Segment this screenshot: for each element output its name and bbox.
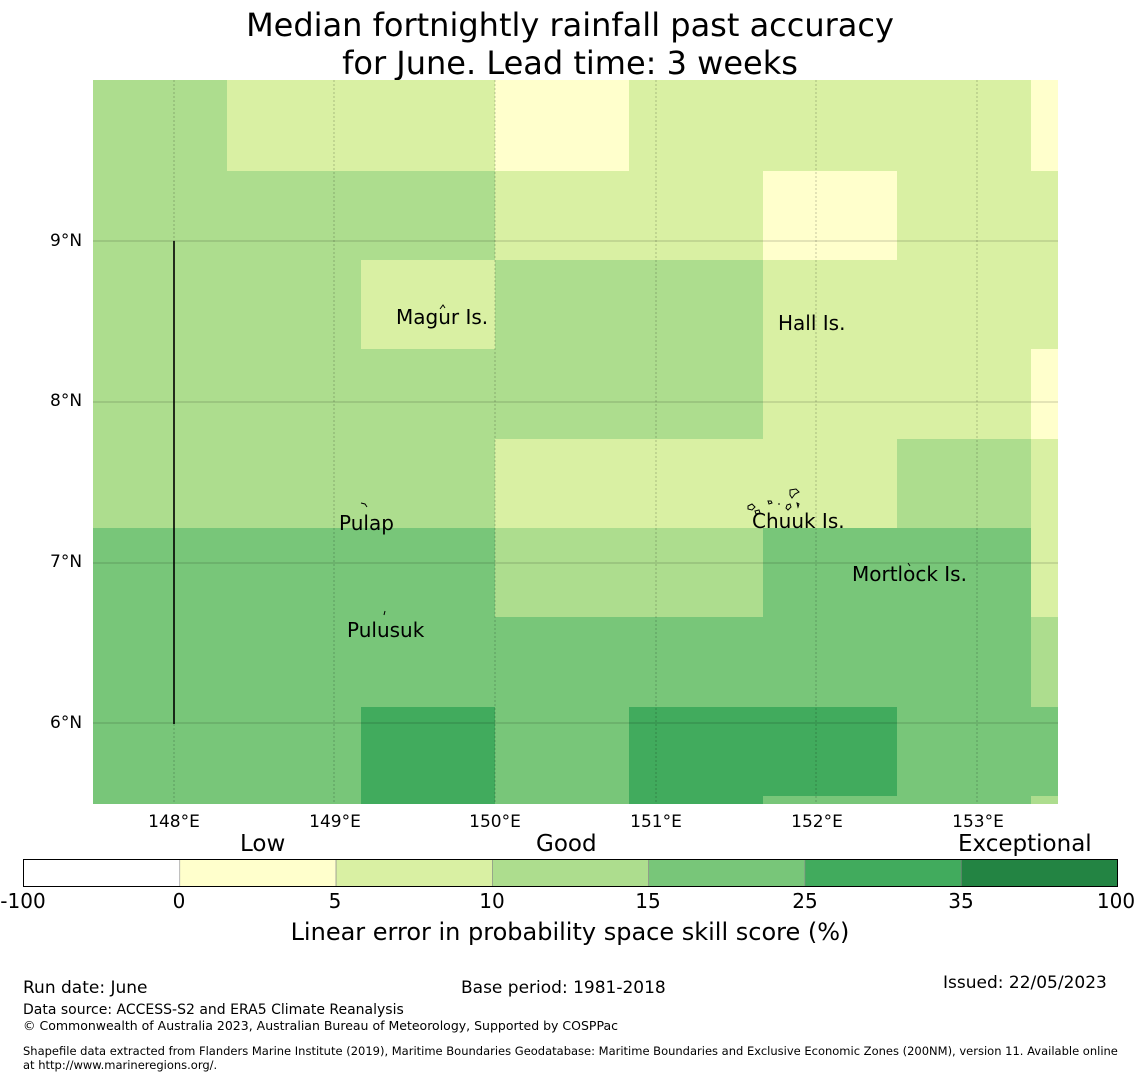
map-title-line-1: Median fortnightly rainfall past accurac… [246,6,894,44]
copyright-notice: © Commonwealth of Australia 2023, Austra… [23,1018,618,1033]
place-label-chuuk: Chuuk Is. [752,509,845,533]
shapefile-credit: Shapefile data extracted from Flanders M… [23,1044,1118,1073]
colorbar-label: Linear error in probability space skill … [290,918,850,946]
data-source: Data source: ACCESS-S2 and ERA5 Climate … [23,1002,404,1018]
lat-tick-6n: 6°N [50,713,83,733]
lon-tick-152e: 152°E [791,812,843,832]
category-low: Low [240,831,286,857]
lon-tick-149e: 149°E [309,812,361,832]
colorbar-tick: 25 [792,889,818,913]
place-label-hall: Hall Is. [778,311,846,335]
category-good: Good [536,831,597,857]
colorbar-tick: 0 [172,889,186,913]
colorbar-swatch [804,859,962,887]
lat-tick-7n: 7°N [50,552,83,572]
lon-tick-151e: 151°E [630,812,682,832]
issued-date: Issued: 22/05/2023 [943,973,1107,993]
colorbar-swatch [492,859,649,887]
place-label-magur: Magur Is. [396,305,489,329]
colorbar-tick: 10 [479,889,505,913]
place-label-mortlock: Mortlock Is. [852,562,967,586]
lon-tick-150e: 150°E [469,812,521,832]
skill-grid [93,80,1058,804]
place-label-pulap: Pulap [339,511,394,535]
colorbar-swatch [335,859,493,887]
place-label-pulusuk: Pulusuk [347,618,425,642]
colorbar-swatch [23,859,181,887]
lon-tick-148e: 148°E [148,812,200,832]
base-period: Base period: 1981-2018 [461,978,666,998]
colorbar-tick: -100 [0,889,46,913]
colorbar-tick: 100 [1096,889,1136,913]
colorbar-swatch [179,859,337,887]
island-outlines [360,304,911,616]
map-title-line-2: for June. Lead time: 3 weeks [342,44,798,82]
lon-tick-153e: 153°E [952,812,1004,832]
colorbar-tick: 35 [948,889,974,913]
run-date: Run date: June [23,978,148,998]
colorbar-tick: 15 [635,889,661,913]
lat-tick-8n: 8°N [50,391,83,411]
colorbar-swatch [960,859,1118,887]
colorbar-swatch [648,859,806,887]
lat-tick-9n: 9°N [50,231,83,251]
category-exceptional: Exceptional [958,831,1092,857]
colorbar-tick: 5 [328,889,342,913]
